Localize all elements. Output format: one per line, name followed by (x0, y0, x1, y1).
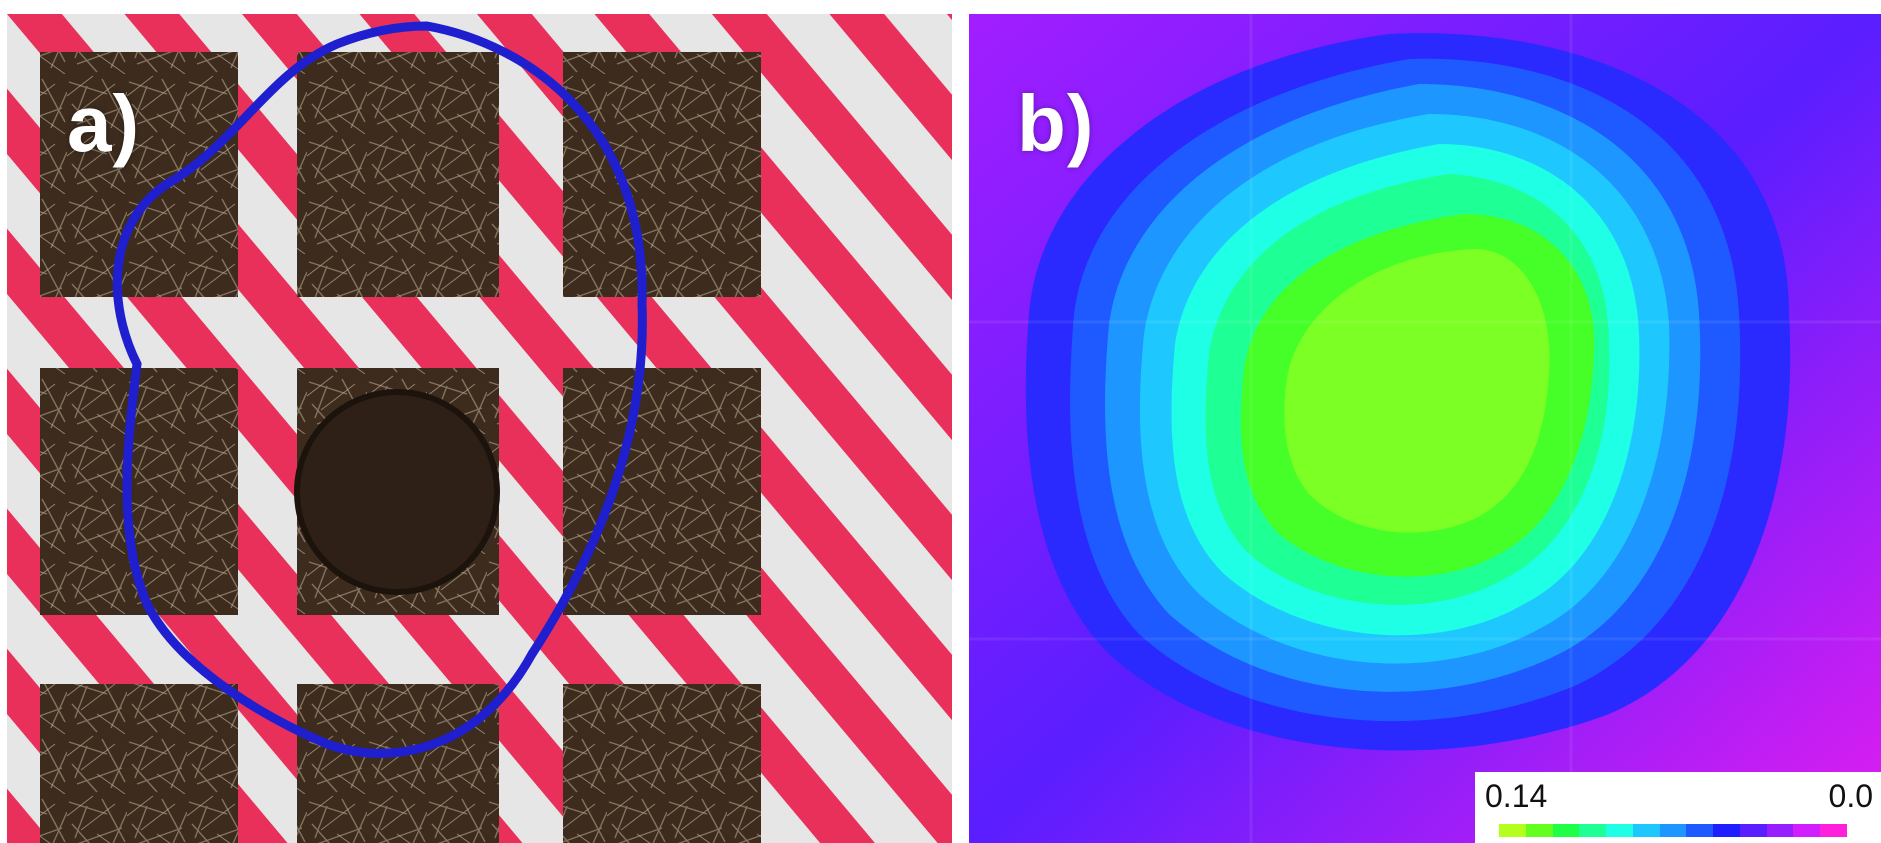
soil-plot (297, 52, 499, 297)
colorbar-swatch (1820, 824, 1847, 837)
contour-bands (1025, 33, 1791, 751)
panel-a-photo: a) (7, 14, 952, 843)
soil-plot (563, 52, 761, 297)
panel-b-heatmap: b) 0.14 0.0 (969, 14, 1881, 843)
colorbar-swatch (1659, 824, 1687, 837)
infiltration-outline (112, 21, 647, 758)
colorbar-swatch (1686, 824, 1714, 837)
soil-plot (40, 52, 238, 297)
colorbar-swatch (1579, 824, 1607, 837)
contour-heatmap (969, 14, 1881, 843)
soil-plot-grid-photo (7, 14, 952, 843)
colorbar-legend: 0.14 0.0 (1475, 772, 1881, 843)
grid-overlay (969, 14, 1881, 843)
soil-plot (297, 684, 499, 843)
colorbar-swatch (1766, 824, 1794, 837)
colorbar-strip (1499, 824, 1847, 837)
colorbar-swatch (1552, 824, 1580, 837)
colorbar-min-label: 0.14 (1485, 778, 1548, 814)
soil-plot (563, 368, 761, 615)
panel-a-label: a) (67, 79, 141, 168)
colorbar-swatch (1793, 824, 1821, 837)
colorbar-swatch (1632, 824, 1660, 837)
panel-b-label: b) (1017, 79, 1095, 168)
colorbar-max-label: 0.0 (1828, 778, 1873, 814)
contour-band (1284, 249, 1550, 533)
colorbar-swatch (1739, 824, 1767, 837)
colorbar-swatch (1525, 824, 1553, 837)
colorbar-swatch (1606, 824, 1633, 837)
soil-core-disc (294, 389, 500, 595)
soil-plot (40, 684, 238, 843)
colorbar-swatch (1499, 824, 1526, 837)
colorbar-swatch (1713, 824, 1740, 837)
soil-plot (563, 684, 761, 843)
